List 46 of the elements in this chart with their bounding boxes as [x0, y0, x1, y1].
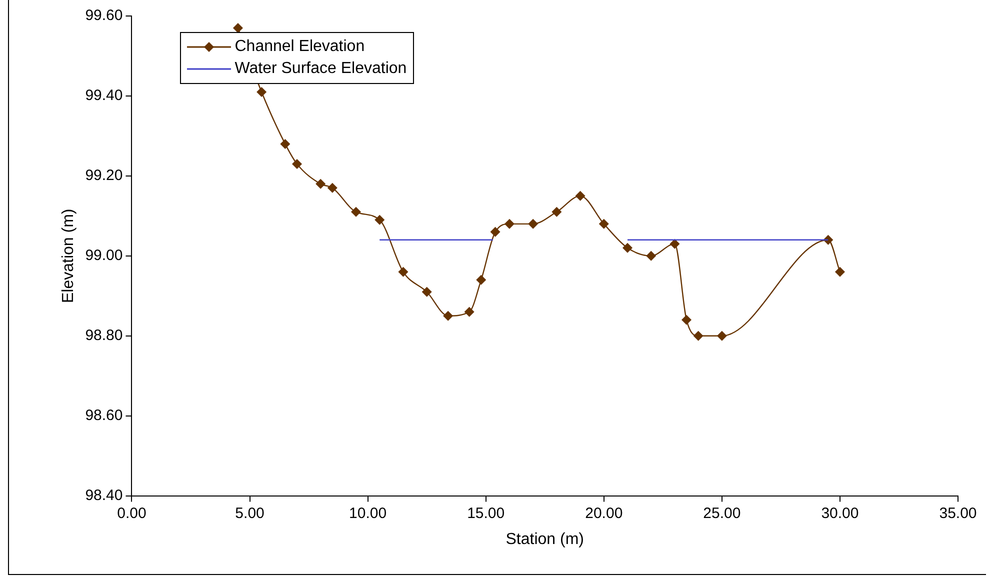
point: [398, 266, 408, 277]
y-axis-title: Elevation (m): [60, 208, 78, 304]
point: [622, 242, 632, 253]
x-axis-title: Station (m): [506, 530, 584, 548]
point: [552, 206, 562, 217]
point: [598, 218, 609, 229]
point: [490, 226, 500, 237]
y-tick-label: 98.40: [85, 486, 123, 504]
point: [374, 214, 385, 225]
x-tick-label: 20.00: [585, 504, 623, 522]
point: [528, 218, 538, 229]
point: [280, 138, 290, 149]
point: [351, 206, 362, 217]
y-tick-label: 98.80: [85, 327, 123, 344]
legend-label: Water Surface Elevation: [234, 60, 407, 78]
point: [716, 330, 727, 341]
point: [327, 182, 338, 193]
point: [443, 310, 454, 321]
x-tick-label: 10.00: [349, 504, 387, 522]
y-tick-label: 99.20: [85, 167, 123, 184]
x-tick-label: 25.00: [703, 504, 741, 522]
point: [422, 286, 432, 297]
point: [834, 266, 845, 277]
x-tick-label: 30.00: [821, 504, 859, 522]
legend-label: Channel Elevation: [234, 38, 365, 56]
y-tick-label: 99.60: [85, 7, 123, 24]
point: [823, 234, 834, 245]
point: [693, 330, 704, 341]
point: [292, 158, 302, 169]
point: [464, 306, 474, 317]
point: [575, 190, 586, 201]
point: [646, 250, 656, 261]
y-tick-label: 99.00: [85, 247, 123, 264]
x-tick-label: 5.00: [235, 504, 264, 522]
point: [682, 314, 692, 325]
x-tick-label: 0.00: [117, 504, 146, 522]
x-tick-label: 35.00: [939, 504, 977, 522]
y-tick-label: 98.60: [85, 406, 123, 424]
point: [232, 22, 243, 33]
point: [670, 238, 680, 249]
point: [256, 86, 267, 97]
y-tick-label: 99.40: [85, 87, 123, 104]
point: [476, 274, 486, 285]
x-tick-label: 15.00: [467, 504, 505, 522]
point: [504, 218, 514, 229]
point: [316, 178, 326, 189]
